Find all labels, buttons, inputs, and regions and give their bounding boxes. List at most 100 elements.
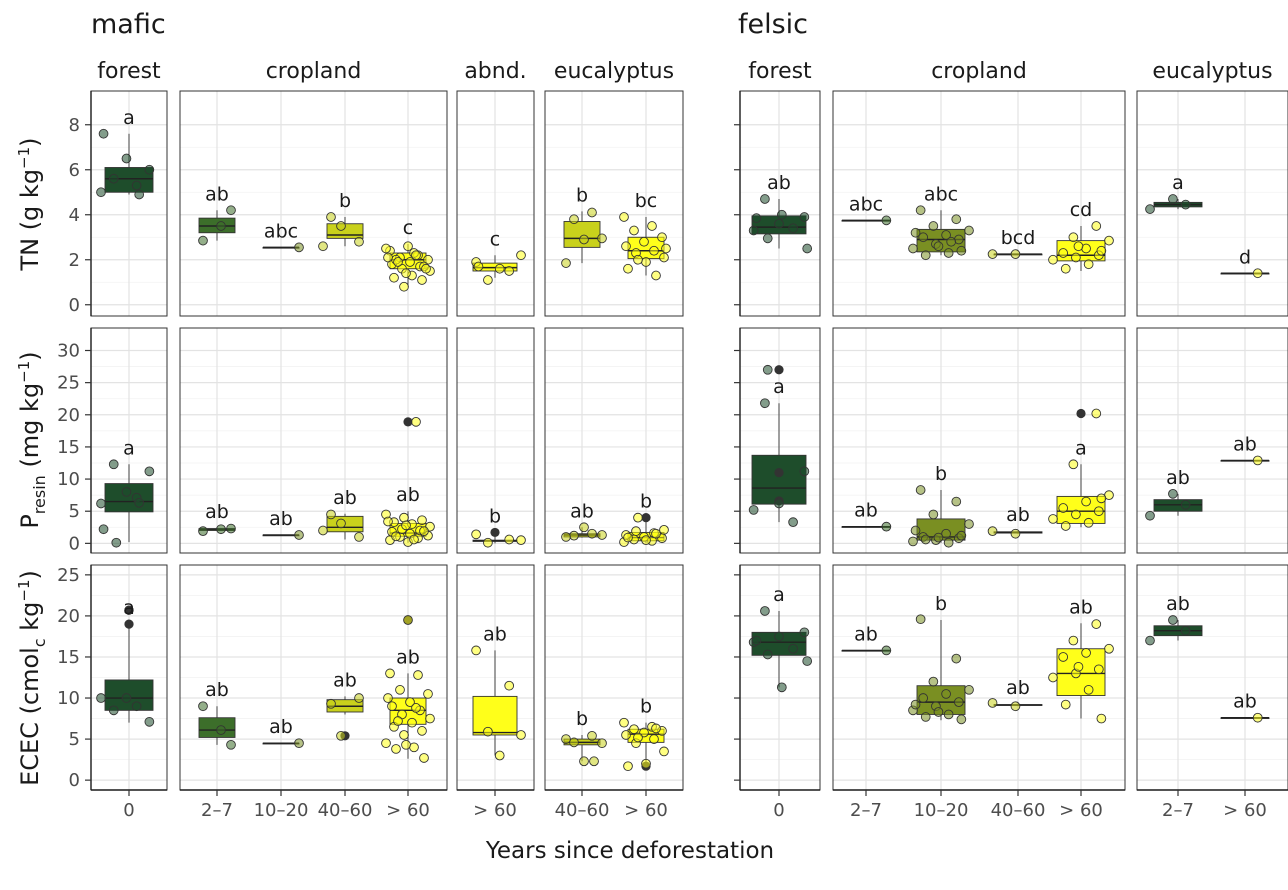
data-point [951,496,962,507]
data-point [941,230,951,240]
significance-letter: a [773,584,785,606]
data-point [401,520,411,531]
data-point [381,738,391,749]
data-point [1168,194,1178,204]
y-tick-label: 5 [69,501,80,522]
panel-border [456,90,535,317]
data-point [788,517,798,527]
data-point [1068,635,1079,646]
significance-letter: b [640,491,652,513]
significance-letter: ab [333,669,357,691]
data-point [131,180,142,191]
y-tick-label: 25 [57,373,80,394]
significance-letter: b [489,505,501,527]
significance-letter: ab [333,487,357,509]
data-point [399,730,409,740]
y-tick-label: 2 [69,250,80,271]
data-point [881,521,892,532]
data-point [788,223,798,234]
data-point [762,364,773,375]
data-point [629,225,639,236]
data-point [1068,459,1079,470]
data-point [760,398,770,409]
significance-letter: abc [924,183,958,205]
y-axis-title-part: ) [16,570,44,579]
data-point [318,525,328,536]
y-tick-label: 4 [69,205,80,226]
data-point [579,756,589,767]
data-point [631,526,641,536]
y-axis-title-part: ) [16,351,44,360]
data-point [776,682,787,693]
panel-border [544,90,684,317]
significance-letter: ab [269,716,293,738]
data-point [964,519,974,529]
outlier-point [403,417,413,427]
data-point [941,528,951,539]
data-point [1168,615,1178,625]
data-point [294,242,304,253]
significance-letter: b [640,696,652,718]
box [472,695,518,736]
data-point [409,742,419,753]
data-point [649,734,659,744]
data-point [587,207,597,218]
significance-letter: a [123,437,135,459]
data-point [1058,503,1069,513]
significance-letter: bc [635,190,658,212]
data-point [910,227,921,238]
data-point [483,726,493,737]
x-tick-label: > 60 [473,800,517,821]
data-point [623,761,633,772]
significance-letter: ab [1006,504,1030,526]
data-point [1071,252,1081,263]
data-point [121,487,132,497]
significance-letter: b [576,184,588,206]
data-point [561,532,571,542]
panel-felsic-forest-TN: ab [739,90,821,317]
y-tick-label: 30 [57,341,80,362]
data-point [641,535,651,545]
data-point [1048,672,1058,683]
data-point [399,281,409,292]
data-point [483,275,493,285]
data-point [419,526,429,536]
y-axis-title-part: −1 [15,361,33,383]
panel-felsic-eucalyptus-ECEC: ab ab [1136,564,1288,791]
data-point [881,215,892,226]
y-axis-title-part: ECEC (cmol [16,647,44,786]
data-point [121,693,132,703]
box [751,454,807,505]
y-tick-label: 5 [69,729,80,750]
data-point [1096,493,1107,504]
panel-felsic-cropland-P: ab b ab a [832,327,1126,554]
data-point [987,249,998,259]
data-point [1168,489,1178,499]
data-point [569,214,579,225]
data-point [1104,235,1114,246]
data-point [1058,248,1069,258]
data-point [198,701,208,712]
data-point [401,268,411,279]
outlier-point [124,605,134,615]
data-point [799,627,810,638]
data-point [1096,713,1107,724]
panel-mafic-eucalyptus-P: ab b [544,327,684,554]
data-point [633,512,643,523]
data-point [943,248,954,258]
data-point [419,753,429,763]
x-tick-label: > 60 [1059,800,1103,821]
significance-letter: a [773,376,785,398]
data-point [411,703,421,713]
data-point [411,417,421,427]
significance-letter: d [1239,246,1251,268]
data-point [134,498,145,508]
data-point [1083,517,1094,528]
data-point [623,263,633,274]
data-point [1010,528,1021,539]
data-point [413,670,423,680]
outlier-point [641,513,651,523]
data-point [751,213,762,223]
data-point [504,680,515,691]
data-point [1010,249,1021,259]
